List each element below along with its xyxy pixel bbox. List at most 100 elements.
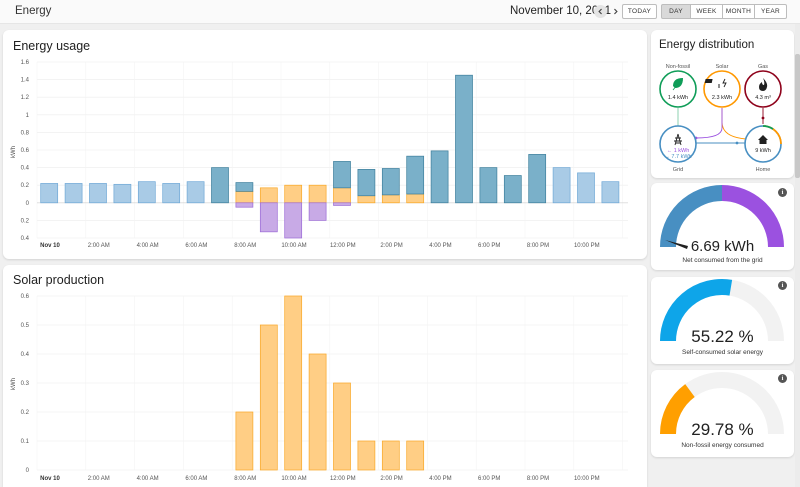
gas-label: Gas (758, 64, 768, 70)
solar-power-icon (704, 78, 727, 88)
grid-return-value: ← 1 kWh (667, 148, 690, 154)
gauge-value: 6.69 kWh (690, 238, 755, 255)
y-tick-label: 1 (26, 113, 30, 119)
bar-grid_high (503, 175, 522, 204)
y-tick-label: 1.2 (21, 95, 30, 101)
y-tick-label: 0 (26, 201, 30, 207)
solar-node[interactable] (703, 70, 741, 108)
non-fossil-gauge-card: i 29.78 % Non-fossil energy consumed (651, 370, 794, 457)
y-tick-label: 0.4 (21, 352, 30, 358)
fire-icon (759, 78, 768, 91)
bar-grid_high (479, 167, 498, 204)
x-tick-label: 6:00 AM (185, 476, 207, 482)
bar-grid_low (601, 181, 620, 204)
x-tick-label: 12:00 PM (330, 476, 356, 482)
grid-consumption-gauge-card: i 6.69 kWh Net consumed from the grid (651, 183, 794, 270)
bar-grid_low (64, 183, 83, 204)
y-tick-label: 0.6 (21, 148, 30, 154)
bar-solar (259, 324, 278, 471)
bar-grid_high (406, 155, 425, 195)
bar-grid_low (186, 181, 205, 204)
y-axis-label: kWh (11, 378, 17, 390)
grid-consumed-value: → 7.7 kWh (664, 154, 691, 160)
gauge-needle (665, 240, 688, 249)
top-app-bar: Energy November 10, 2021 TODAY DAY WEEK … (0, 0, 800, 24)
x-tick-label: 2:00 PM (380, 243, 402, 249)
bar-return_to_grid (235, 202, 254, 208)
energy-distribution-card: Energy distribution Non-fossil 1.4 kWh S… (651, 30, 794, 178)
y-tick-label: 1.6 (21, 60, 30, 66)
x-tick-label: 8:00 AM (234, 476, 256, 482)
bar-grid_low (40, 183, 59, 204)
home-label: Home (756, 167, 771, 173)
y-tick-label: 0.2 (21, 410, 30, 416)
bar-grid_high (455, 74, 473, 204)
period-month-button[interactable]: MONTH (723, 4, 755, 19)
bar-solar (381, 440, 400, 471)
y-axis-label: kWh (11, 146, 17, 158)
x-tick-label: 4:00 PM (429, 243, 451, 249)
solar-production-chart: 0.6 0.5 0.4 0.3 0.2 0.1 0 kWh Nov 10 2:00 AM 4:00 … (11, 294, 628, 482)
gauge-return-segment (721, 185, 784, 248)
app-title: Energy (15, 5, 52, 17)
scrollbar-thumb[interactable] (795, 54, 800, 178)
period-week-button[interactable]: WEEK (691, 4, 723, 19)
gauge-value: 55.22 % (691, 327, 754, 346)
y-tick-label: 0.8 (21, 130, 30, 136)
x-tick-label: 6:00 AM (185, 243, 207, 249)
y-tick-label: 0.1 (21, 439, 30, 445)
bar-solar (235, 411, 254, 471)
self-consumed-solar-gauge-card: i 55.22 % Self-consumed solar energy (651, 277, 794, 364)
x-tick-label: 8:00 PM (527, 476, 549, 482)
grid-node[interactable] (659, 125, 697, 163)
chevron-right-icon (614, 8, 618, 15)
x-tick-label: 4:00 AM (137, 476, 159, 482)
y-tick-label: 0.2 (21, 218, 30, 224)
bar-solar (284, 295, 303, 471)
flow-dot (735, 141, 739, 145)
y-tick-label: 0.5 (21, 323, 30, 329)
next-day-button[interactable] (609, 5, 622, 18)
bar-grid_low (162, 183, 181, 204)
period-year-button[interactable]: YEAR (755, 4, 787, 19)
gauge-fill (660, 384, 695, 435)
bar-solar (308, 353, 327, 471)
x-tick-label: 2:00 AM (88, 476, 110, 482)
flow-solar-home (721, 108, 747, 140)
x-tick-label: 10:00 AM (281, 476, 306, 482)
x-tick-label: 6:00 PM (478, 243, 500, 249)
x-tick-label: 4:00 AM (137, 243, 159, 249)
bar-solar (333, 382, 351, 471)
info-icon[interactable]: i (778, 188, 787, 197)
info-icon[interactable]: i (778, 374, 787, 383)
bar-grid_low (577, 172, 595, 204)
bar-grid_low (137, 181, 156, 204)
energy-distribution-title: Energy distribution (659, 39, 755, 51)
nonfossil-node[interactable] (659, 70, 697, 108)
bar-solar_consumed (235, 191, 254, 204)
info-icon[interactable]: i (778, 281, 787, 290)
x-tick-label: 6:00 PM (478, 476, 500, 482)
solar-production-title: Solar production (13, 273, 105, 287)
bar-solar_consumed (308, 184, 327, 204)
bar-solar_consumed (333, 187, 351, 204)
period-day-button[interactable]: DAY (661, 4, 691, 19)
transmission-tower-icon (674, 133, 682, 146)
gauge-fill (660, 279, 733, 342)
bar-grid_low (552, 167, 571, 204)
previous-day-button[interactable] (594, 5, 607, 18)
x-tick-label: 4:00 PM (429, 476, 451, 482)
today-button[interactable]: TODAY (622, 4, 657, 19)
home-value: 9 kWh (755, 148, 771, 154)
date-label: November 10, 2021 (510, 5, 612, 17)
x-tick-label: 8:00 AM (234, 243, 256, 249)
page-scrollbar[interactable] (795, 24, 800, 487)
x-tick-label: 10:00 AM (281, 243, 306, 249)
bar-grid_high (381, 168, 400, 196)
energy-usage-title: Energy usage (13, 39, 91, 53)
nonfossil-label: Non-fossil (666, 64, 690, 70)
self-consumed-solar-gauge (660, 279, 784, 342)
bar-return_to_grid (284, 202, 303, 239)
energy-usage-card: Energy usage 1.6 1.4 1.2 1 0.8 0.6 0.4 0.2 0 0.2 0… (3, 30, 647, 259)
nonfossil-value: 1.4 kWh (668, 95, 688, 101)
